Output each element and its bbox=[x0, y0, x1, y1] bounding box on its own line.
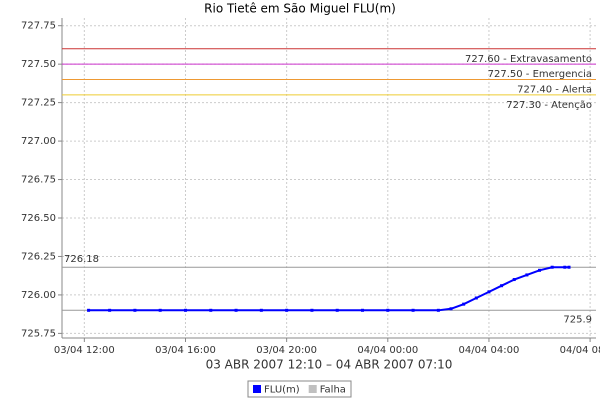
y-tick-label: 727.25 bbox=[21, 98, 56, 109]
data-point bbox=[567, 265, 571, 269]
threshold-label: 727.30 - Atenção bbox=[506, 100, 592, 111]
data-point bbox=[259, 308, 263, 312]
data-point bbox=[386, 308, 390, 312]
x-tick-label: 03/04 16:00 bbox=[155, 345, 216, 356]
y-tick-label: 726.50 bbox=[21, 213, 56, 224]
data-point bbox=[550, 265, 554, 269]
y-tick-label: 727.00 bbox=[21, 136, 56, 147]
y-tick-label: 726.75 bbox=[21, 175, 56, 186]
data-point bbox=[474, 296, 478, 300]
chart-subtitle: 03 ABR 2007 12:10 – 04 ABR 2007 07:10 bbox=[206, 358, 453, 372]
data-point bbox=[310, 308, 314, 312]
data-point bbox=[436, 308, 440, 312]
y-tick-label: 726.25 bbox=[21, 251, 56, 262]
x-tick-label: 03/04 12:00 bbox=[54, 345, 115, 356]
data-point bbox=[87, 308, 91, 312]
data-point bbox=[183, 308, 187, 312]
y-tick-label: 725.75 bbox=[21, 328, 56, 339]
data-point bbox=[500, 284, 504, 288]
x-tick-label: 04/04 08:00 bbox=[560, 345, 600, 356]
data-point bbox=[209, 308, 213, 312]
legend-box bbox=[247, 380, 352, 398]
threshold-label: 727.50 - Emergencia bbox=[488, 69, 592, 80]
data-point bbox=[158, 308, 162, 312]
legend-label: FLU(m) bbox=[264, 385, 300, 396]
legend-swatch bbox=[308, 385, 317, 393]
series-line bbox=[88, 266, 570, 312]
data-point bbox=[285, 308, 289, 312]
data-point bbox=[335, 308, 339, 312]
data-point bbox=[133, 308, 137, 312]
data-point bbox=[462, 302, 466, 306]
x-tick-label: 04/04 00:00 bbox=[357, 345, 418, 356]
data-point bbox=[525, 273, 529, 277]
data-point bbox=[449, 307, 453, 311]
data-point bbox=[411, 308, 415, 312]
data-point bbox=[487, 290, 491, 294]
data-point bbox=[361, 308, 365, 312]
data-point bbox=[563, 265, 567, 269]
marker-label: 725.9 bbox=[563, 314, 592, 325]
legend-label: Falha bbox=[320, 385, 346, 396]
chart-title: Rio Tietê em São Miguel FLU(m) bbox=[204, 2, 396, 16]
y-tick-label: 726.00 bbox=[21, 290, 56, 301]
data-point bbox=[512, 278, 516, 282]
data-point bbox=[234, 308, 238, 312]
data-point bbox=[108, 308, 112, 312]
y-tick-label: 727.50 bbox=[21, 59, 56, 70]
data-point bbox=[538, 268, 542, 272]
x-tick-label: 04/04 04:00 bbox=[459, 345, 520, 356]
threshold-label: 727.60 - Extravasamento bbox=[465, 54, 592, 65]
legend-swatch bbox=[253, 385, 261, 393]
x-tick-label: 03/04 20:00 bbox=[256, 345, 317, 356]
threshold-label: 727.40 - Alerta bbox=[517, 85, 592, 96]
plot-area bbox=[62, 18, 596, 338]
y-tick-label: 727.75 bbox=[21, 21, 56, 32]
marker-label: 726.18 bbox=[64, 254, 99, 265]
